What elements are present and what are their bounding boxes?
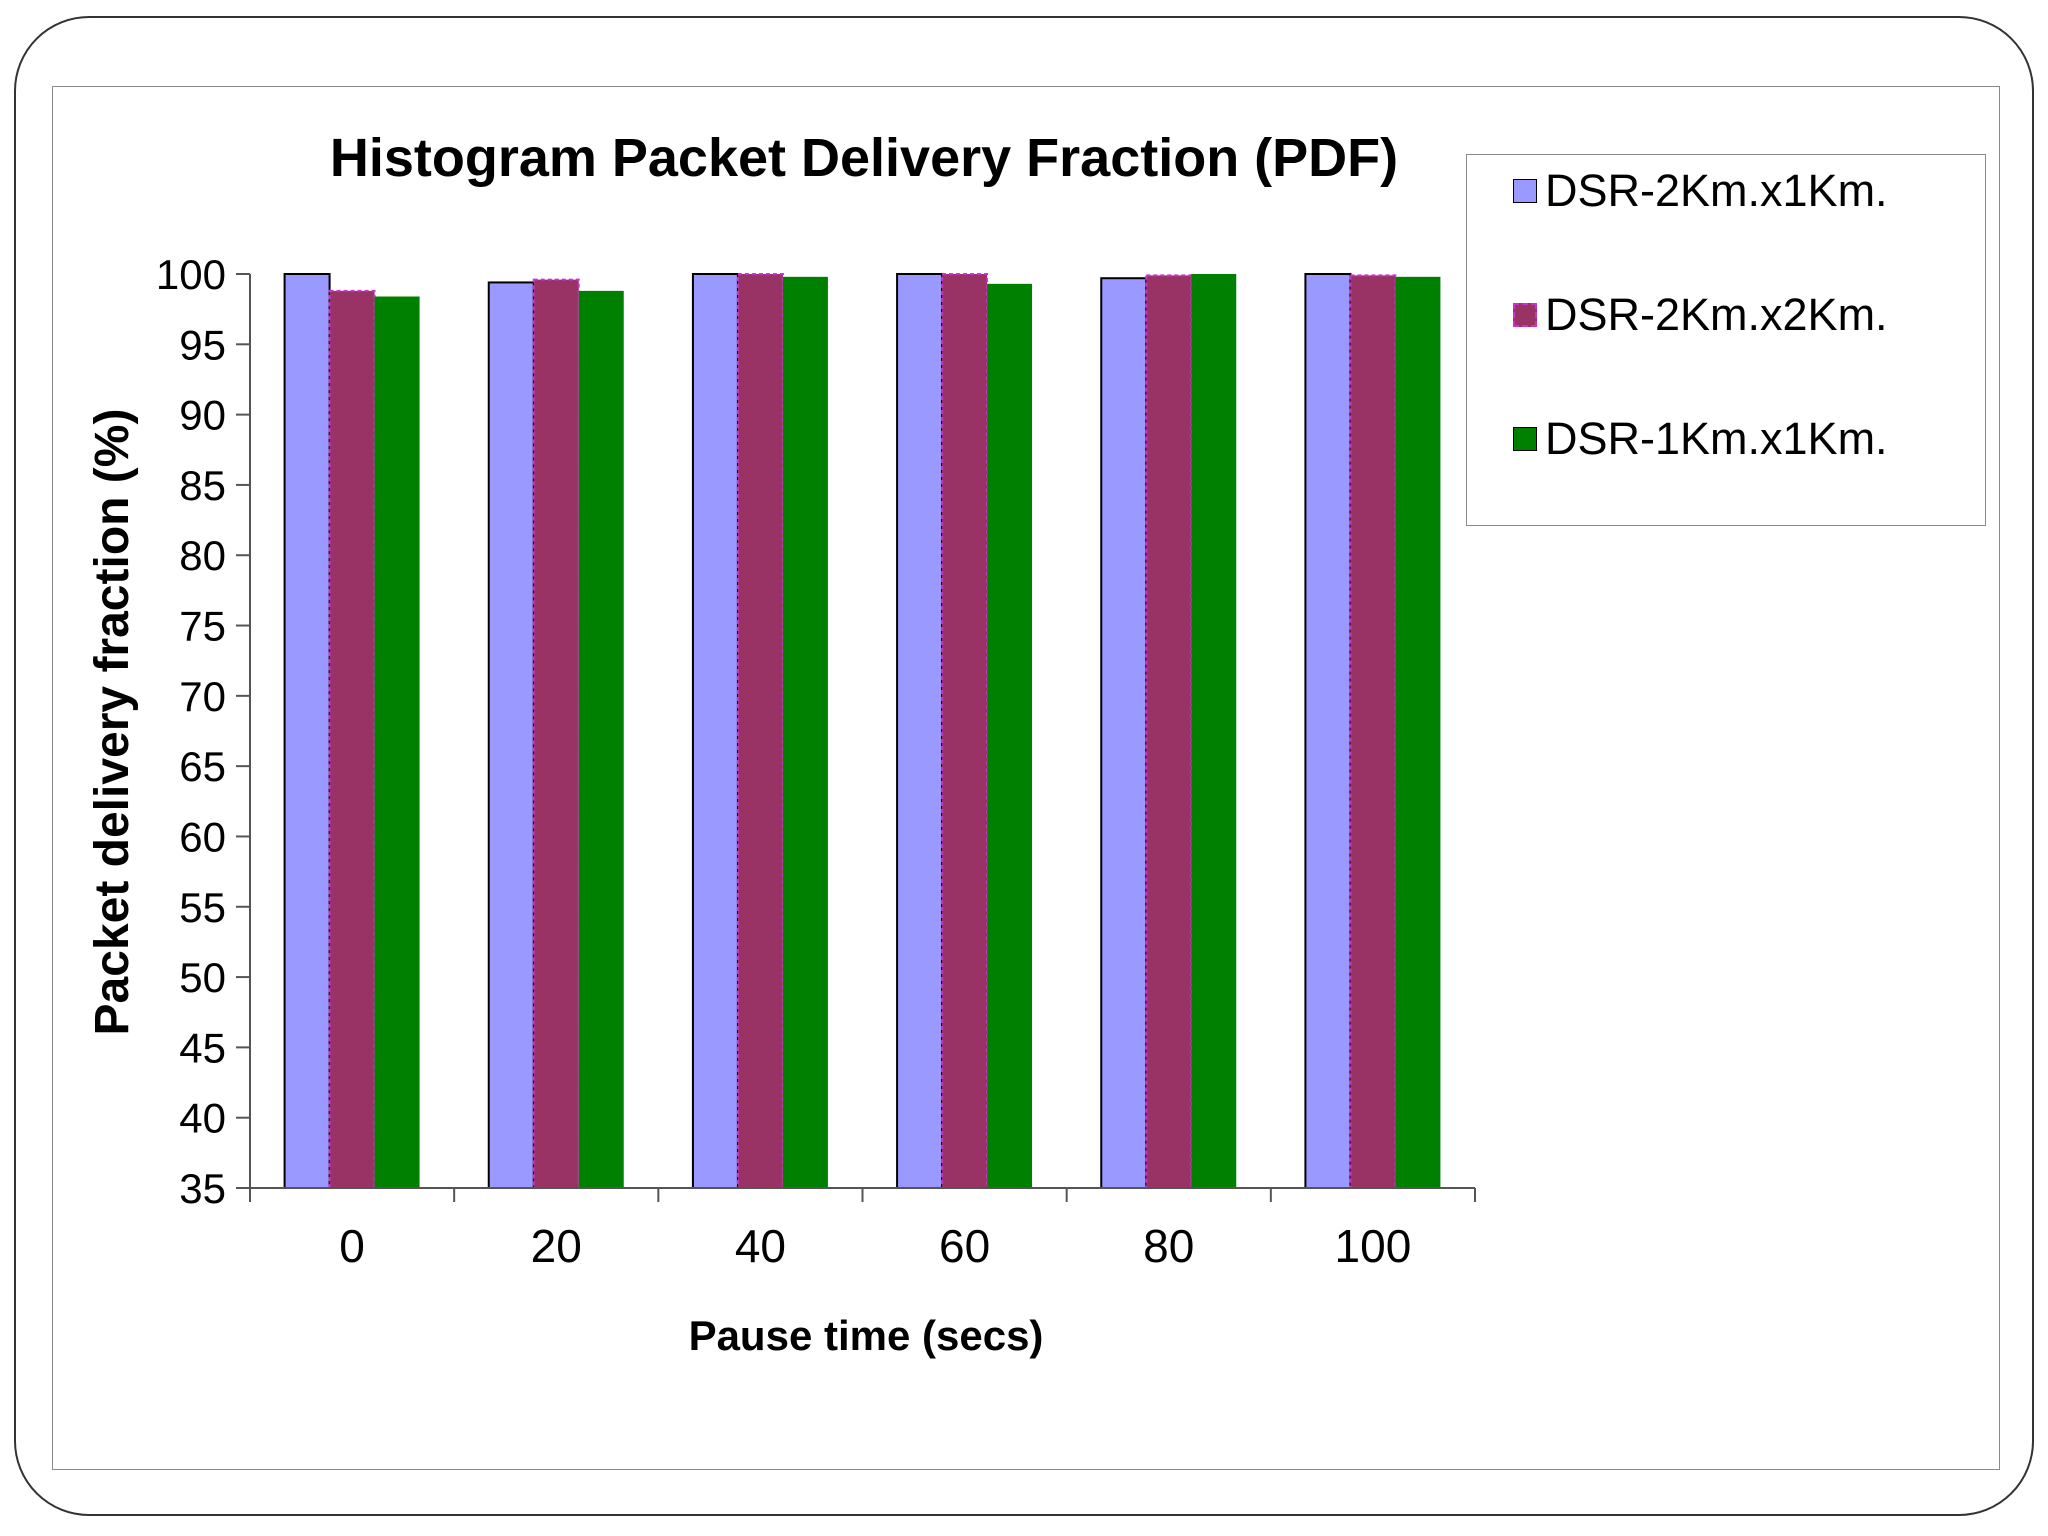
x-axis-label: Pause time (secs) bbox=[689, 1312, 1044, 1359]
y-tick-label-75: 75 bbox=[179, 603, 226, 650]
y-tick-label-60: 60 bbox=[179, 813, 226, 860]
bar-3-20 bbox=[578, 290, 624, 1188]
y-tick-label-85: 85 bbox=[179, 462, 226, 509]
bar-3-80 bbox=[1191, 274, 1237, 1188]
bar-1-0 bbox=[283, 273, 331, 1189]
bar-2-20 bbox=[532, 278, 580, 1189]
y-tick-label-90: 90 bbox=[179, 392, 226, 439]
legend-label-series-2: DSR-2Km.x2Km. bbox=[1545, 289, 1888, 340]
y-axis-label: Packet delivery fraction (%) bbox=[86, 409, 139, 1036]
bar-2-0 bbox=[328, 289, 376, 1189]
bar-3-100 bbox=[1395, 276, 1441, 1188]
chart-area bbox=[52, 86, 2000, 1470]
y-tick-label-55: 55 bbox=[179, 884, 226, 931]
x-tick-label-100: 100 bbox=[1335, 1220, 1412, 1272]
bar-2-80 bbox=[1145, 274, 1193, 1190]
y-tick-label-50: 50 bbox=[179, 954, 226, 1001]
plot-area: 35 40 45 50 55 60 65 70 75 80 85 90 95 100 0 20 40 60 80 10… bbox=[156, 251, 1476, 1272]
y-tick-label-45: 45 bbox=[179, 1024, 226, 1071]
y-tick-label-70: 70 bbox=[179, 673, 226, 720]
y-tick-label-35: 35 bbox=[179, 1165, 226, 1212]
y-tick-label-40: 40 bbox=[179, 1095, 226, 1142]
legend: DSR-2Km.x1Km. DSR-2Km.x2Km. DSR-1Km.x1Km… bbox=[1466, 154, 1986, 526]
bar-1-80 bbox=[1100, 277, 1148, 1190]
x-tick-label-80: 80 bbox=[1143, 1220, 1194, 1272]
legend-swatch-series-2 bbox=[1513, 303, 1537, 327]
y-tick-label-80: 80 bbox=[179, 532, 226, 579]
legend-entry-series-2: DSR-2Km.x2Km. bbox=[1513, 289, 1888, 340]
bar-1-100 bbox=[1304, 273, 1352, 1189]
bar-1-20 bbox=[487, 281, 535, 1189]
legend-label-series-1: DSR-2Km.x1Km. bbox=[1545, 165, 1888, 216]
legend-entry-series-3: DSR-1Km.x1Km. bbox=[1513, 413, 1888, 464]
y-tick-label-65: 65 bbox=[179, 743, 226, 790]
legend-entry-series-1: DSR-2Km.x1Km. bbox=[1513, 165, 1888, 216]
y-tick-label-100: 100 bbox=[156, 251, 226, 298]
bar-2-60 bbox=[941, 273, 989, 1189]
legend-label-series-3: DSR-1Km.x1Km. bbox=[1545, 413, 1888, 464]
y-tick-label-95: 95 bbox=[179, 321, 226, 368]
bar-1-40 bbox=[691, 273, 739, 1189]
x-tick-label-0: 0 bbox=[339, 1220, 365, 1272]
bar-3-0 bbox=[374, 296, 420, 1188]
bar-2-100 bbox=[1349, 274, 1397, 1190]
x-tick-label-40: 40 bbox=[735, 1220, 786, 1272]
bar-2-40 bbox=[736, 273, 784, 1189]
legend-swatch-series-3 bbox=[1513, 427, 1537, 451]
bar-1-60 bbox=[896, 273, 944, 1189]
x-tick-label-60: 60 bbox=[939, 1220, 990, 1272]
chart-title: Histogram Packet Delivery Fraction (PDF) bbox=[330, 128, 1398, 188]
x-tick-label-20: 20 bbox=[531, 1220, 582, 1272]
bar-3-60 bbox=[987, 283, 1033, 1188]
bar-3-40 bbox=[782, 276, 828, 1188]
legend-swatch-series-1 bbox=[1513, 179, 1537, 203]
